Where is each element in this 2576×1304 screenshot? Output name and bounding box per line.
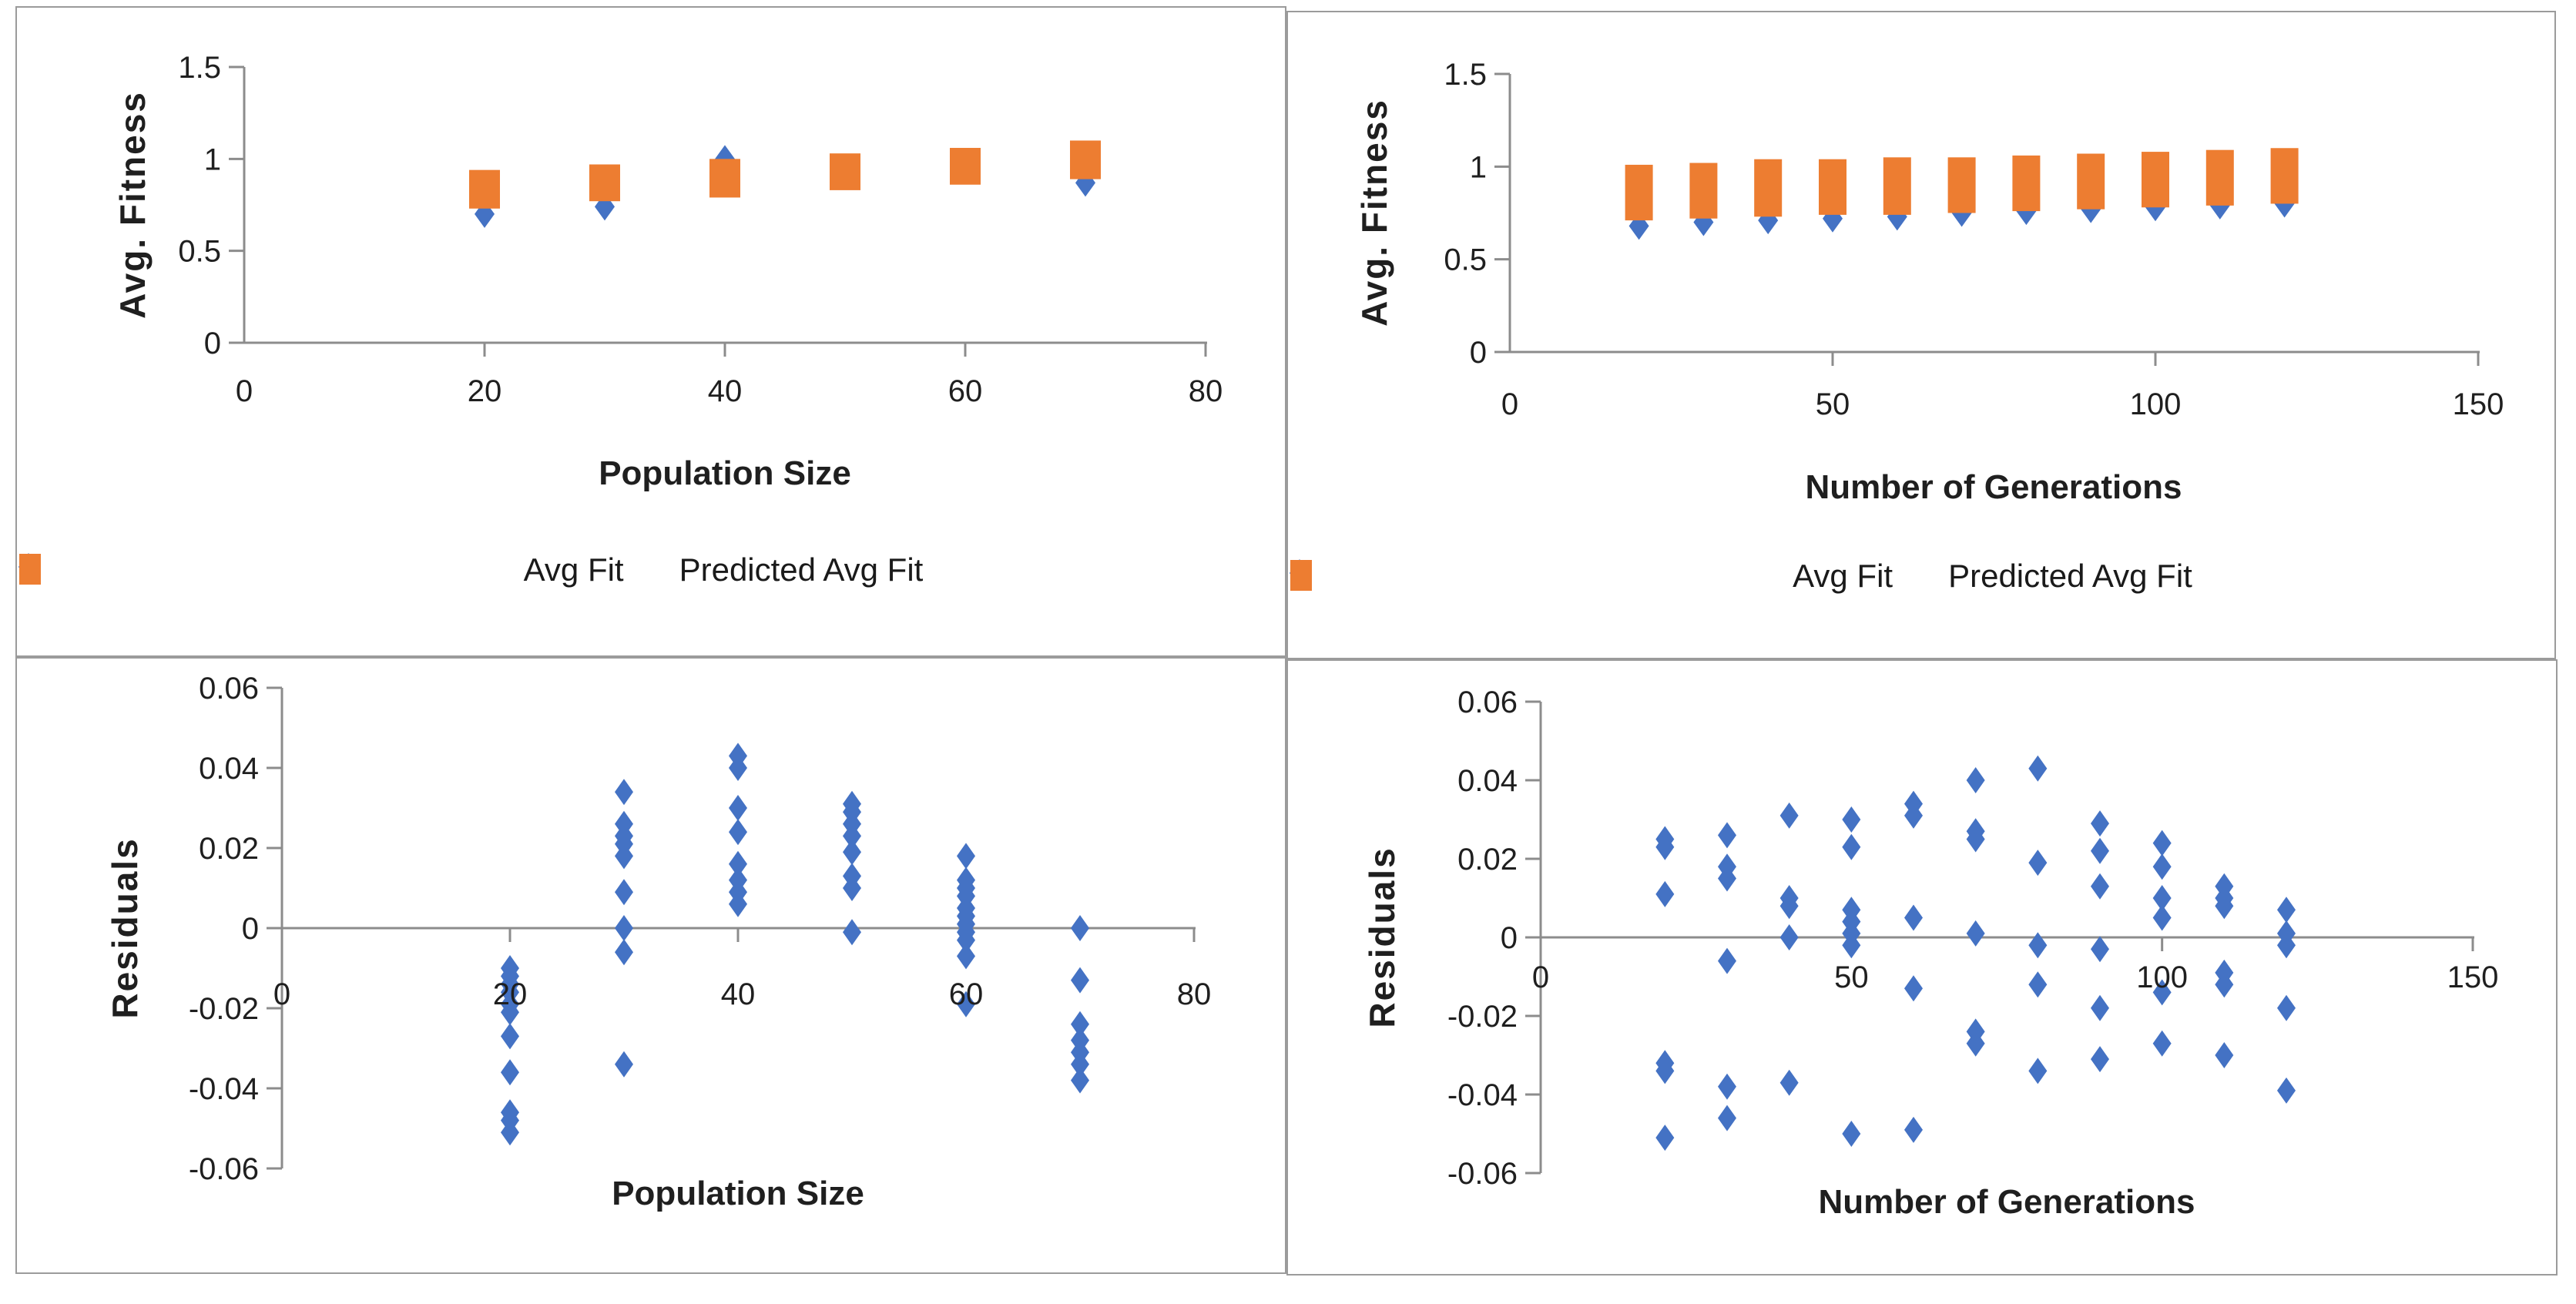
plot-area-residuals-vs-generations: -0.06 -0.04 -0.02 0 0.02 0.04 0.06 0 50 100 150: [1447, 686, 2499, 1191]
chart-avg-fitness-vs-generations: 0 0.5 1 1.5 0 50 100 150 Avg. Fitness Number of…: [1286, 11, 2556, 659]
predicted-square-icon: [1290, 560, 1312, 591]
svg-text:0: 0: [1501, 387, 1518, 421]
svg-text:100: 100: [2136, 960, 2188, 994]
svg-text:0.06: 0.06: [1457, 686, 1518, 719]
legend-label-predicted: Predicted Avg Fit: [679, 551, 924, 588]
svg-text:1: 1: [204, 142, 221, 176]
svg-text:0.02: 0.02: [199, 832, 259, 866]
svg-text:50: 50: [1834, 960, 1869, 994]
svg-text:0.5: 0.5: [178, 235, 221, 269]
legend-label-avg-fit: Avg Fit: [1793, 558, 1893, 594]
x-axis-title: Number of Generations: [1818, 1183, 2195, 1221]
y-axis-title: Residuals: [105, 837, 145, 1019]
svg-text:-0.02: -0.02: [1447, 1000, 1518, 1034]
svg-text:-0.06: -0.06: [1447, 1157, 1518, 1191]
svg-text:0.04: 0.04: [199, 752, 259, 786]
svg-text:60: 60: [948, 374, 983, 408]
svg-text:1: 1: [1470, 150, 1487, 184]
svg-text:0.06: 0.06: [199, 672, 259, 706]
legend-item-predicted: Predicted Avg Fit: [1290, 558, 2192, 595]
svg-text:0: 0: [242, 912, 259, 946]
svg-text:0: 0: [236, 374, 253, 408]
plot-area-avg-fitness-vs-generations: 0 0.5 1 1.5 0 50 100 150: [1444, 58, 2504, 421]
legend: Avg Fit Predicted Avg Fit: [17, 551, 1285, 588]
svg-text:-0.04: -0.04: [1447, 1078, 1518, 1112]
x-axis-title: Number of Generations: [1805, 468, 2182, 506]
svg-text:0.5: 0.5: [1444, 243, 1487, 277]
svg-text:0: 0: [1470, 336, 1487, 370]
y-axis-title: Avg. Fitness: [1354, 99, 1394, 327]
svg-text:0.04: 0.04: [1457, 764, 1518, 798]
svg-text:150: 150: [2447, 960, 2499, 994]
svg-text:50: 50: [1816, 387, 1850, 421]
svg-text:0.02: 0.02: [1457, 843, 1518, 877]
svg-text:-0.02: -0.02: [189, 992, 259, 1026]
svg-text:40: 40: [721, 977, 756, 1011]
svg-text:-0.04: -0.04: [189, 1072, 259, 1106]
predicted-square-icon: [19, 554, 41, 585]
svg-text:1.5: 1.5: [178, 51, 221, 85]
y-axis-title: Residuals: [1362, 846, 1402, 1028]
svg-text:20: 20: [493, 977, 528, 1011]
svg-text:150: 150: [2453, 387, 2504, 421]
x-axis-title: Population Size: [599, 454, 851, 492]
svg-text:0: 0: [1501, 921, 1518, 955]
chart-residuals-vs-generations: -0.06 -0.04 -0.02 0 0.02 0.04 0.06 0 50 100 150 Re…: [1286, 659, 2558, 1276]
svg-text:80: 80: [1177, 977, 1212, 1011]
svg-text:0: 0: [273, 977, 290, 1011]
legend: Avg Fit Predicted Avg Fit: [1288, 558, 2554, 595]
svg-text:0: 0: [204, 327, 221, 360]
y-axis-title: Avg. Fitness: [112, 91, 153, 319]
legend-label-predicted: Predicted Avg Fit: [1948, 558, 2192, 594]
svg-text:100: 100: [2130, 387, 2182, 421]
svg-text:40: 40: [708, 374, 743, 408]
plot-area-avg-fitness-vs-population: 0 0.5 1 1.5 0 20 40 60 80: [178, 51, 1223, 408]
svg-text:0: 0: [1532, 960, 1549, 994]
svg-text:80: 80: [1189, 374, 1223, 408]
svg-text:20: 20: [468, 374, 502, 408]
svg-text:1.5: 1.5: [1444, 58, 1487, 92]
plot-area-residuals-vs-population: -0.06 -0.04 -0.02 0 0.02 0.04 0.06 0 20 40 60 80: [189, 672, 1212, 1186]
chart-avg-fitness-vs-population-size: 0 0.5 1 1.5 0 20 40 60 80 Avg. Fitness Populatio…: [15, 6, 1286, 657]
x-axis-title: Population Size: [612, 1175, 864, 1212]
svg-text:60: 60: [949, 977, 984, 1011]
chart-residuals-vs-population-size: -0.06 -0.04 -0.02 0 0.02 0.04 0.06 0 20 40 60 80 Re…: [15, 657, 1286, 1274]
legend-label-avg-fit: Avg Fit: [523, 551, 624, 588]
legend-item-predicted: Predicted Avg Fit: [19, 551, 924, 588]
svg-text:-0.06: -0.06: [189, 1152, 259, 1186]
